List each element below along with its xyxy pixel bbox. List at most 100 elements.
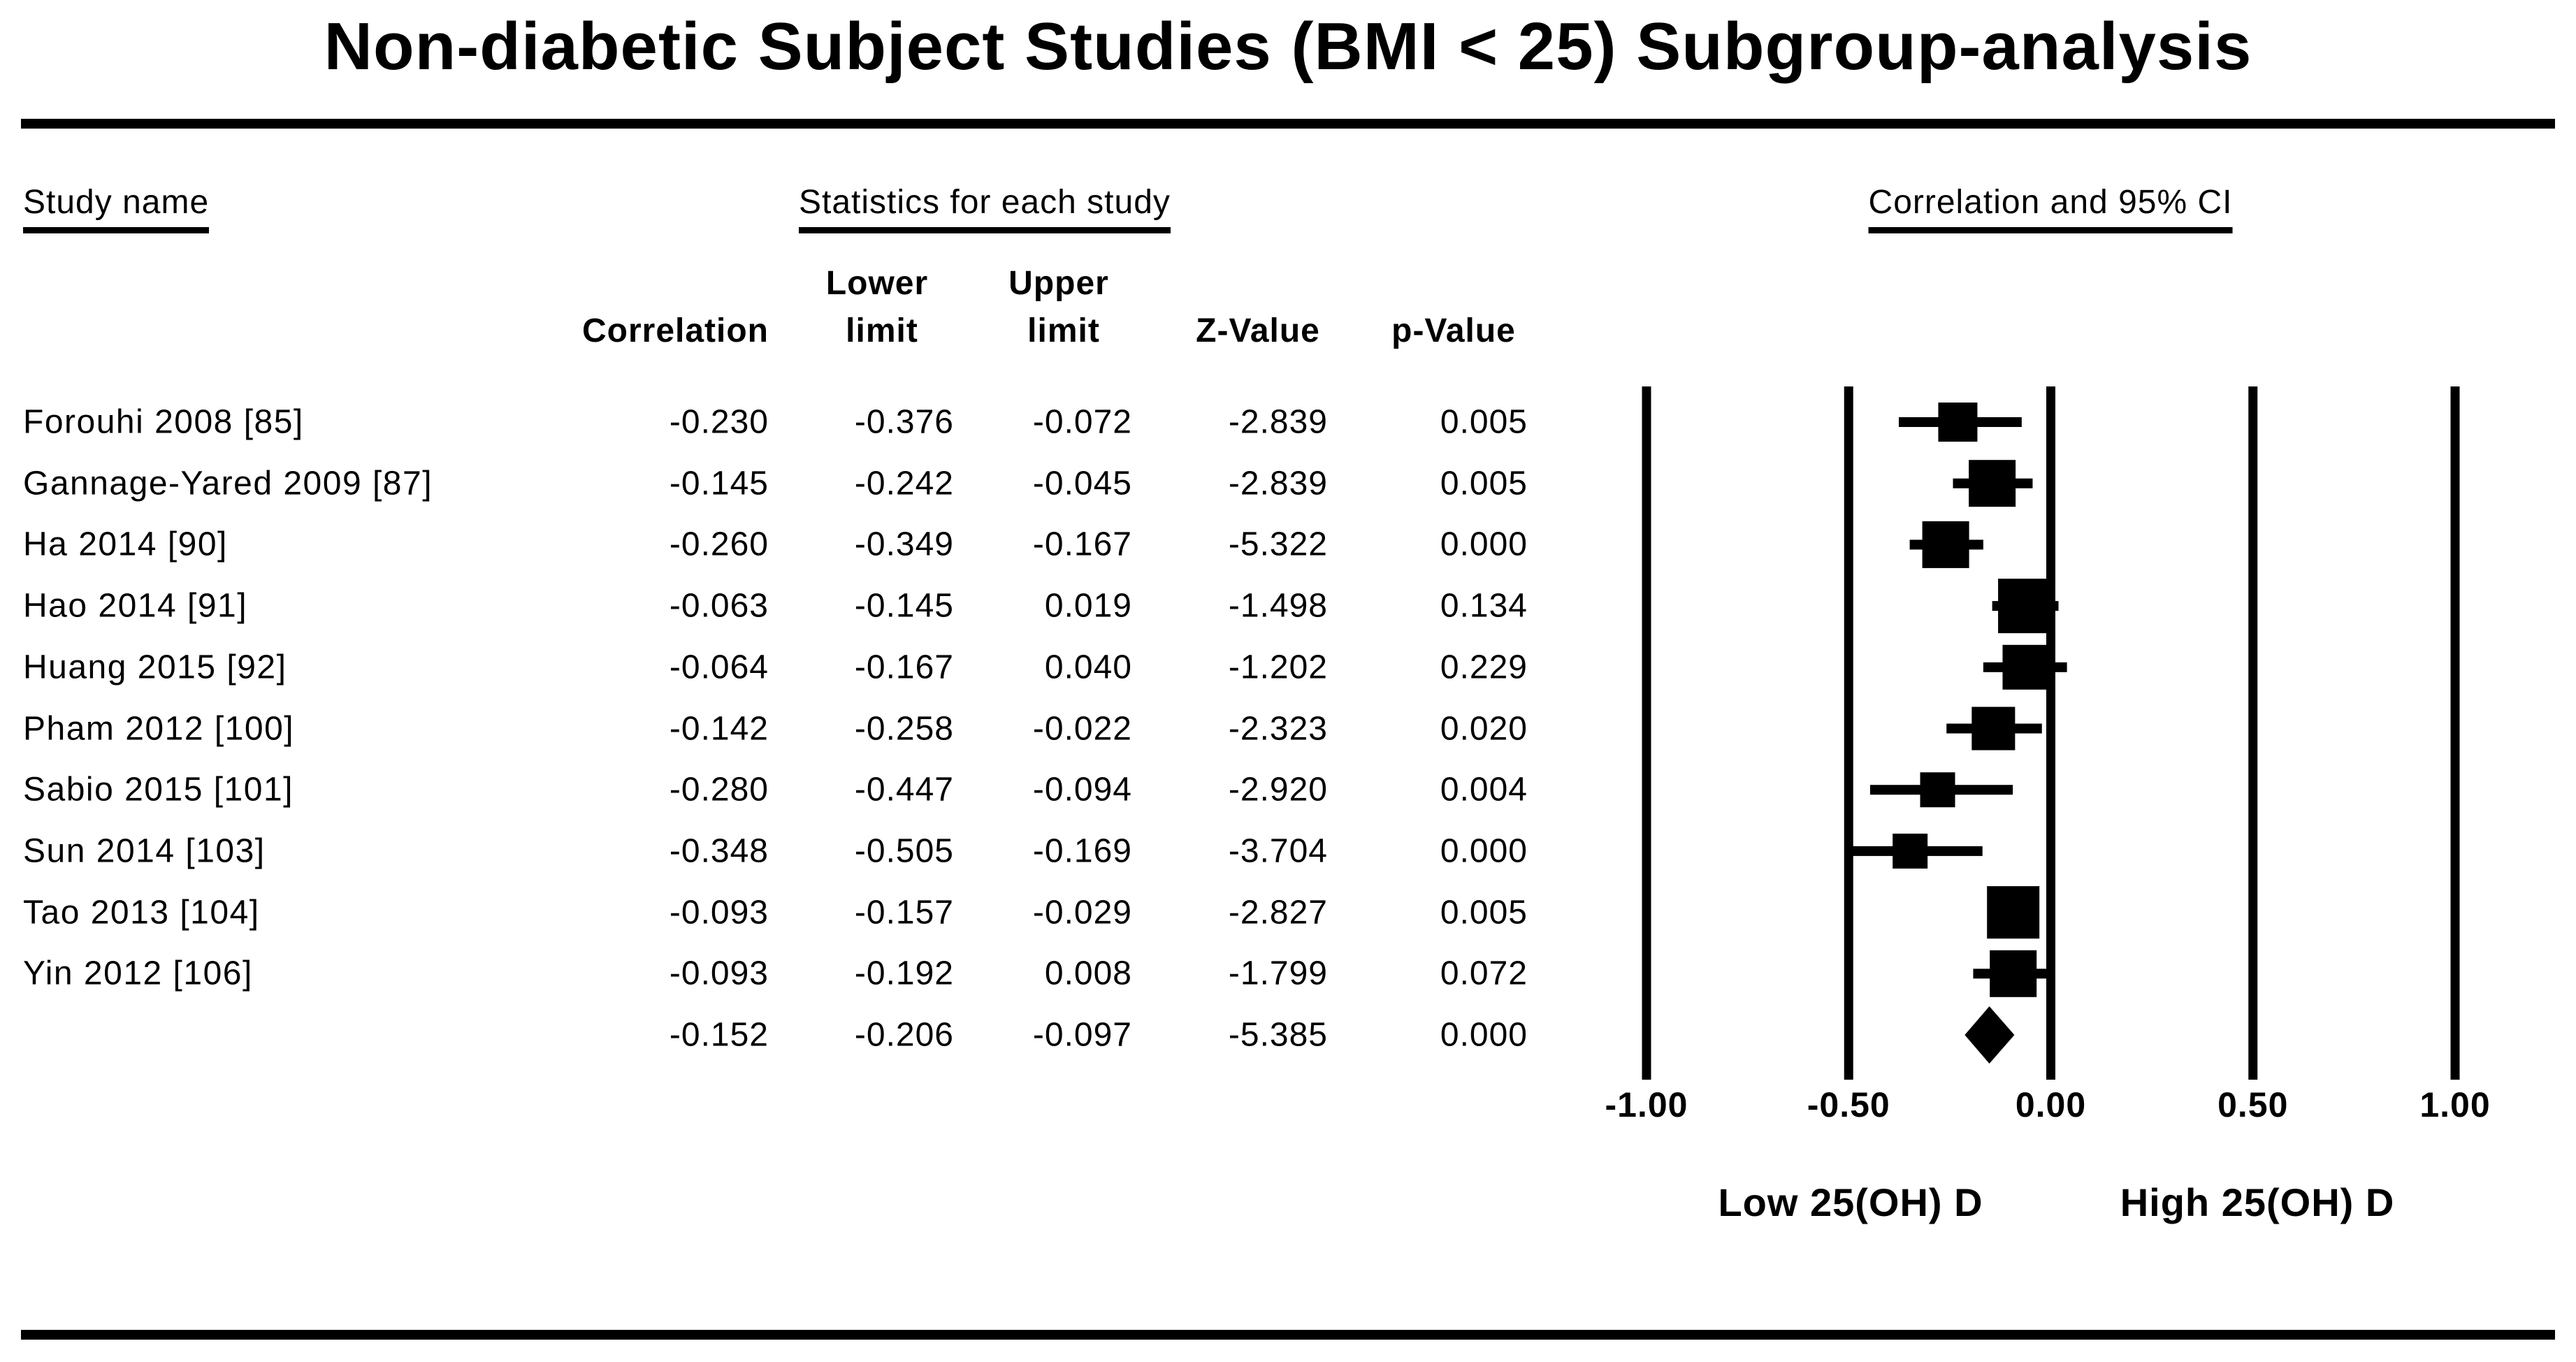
x-axis-tick-label: -0.50: [1807, 1085, 1890, 1124]
study-weight-square: [1920, 772, 1955, 808]
study-weight-square: [1969, 460, 2016, 507]
p-value-cell: 0.005: [1440, 894, 1528, 932]
lower-limit-cell: -0.206: [854, 1016, 954, 1054]
z-value-cell: -1.799: [1228, 955, 1328, 992]
table-row: Tao 2013 [104] -0.093 -0.157 -0.029 -2.827 0.…: [0, 882, 1579, 943]
lower-limit-header-line2: limit: [846, 312, 918, 349]
z-value-cell: -1.498: [1228, 587, 1328, 625]
lower-limit-cell: -0.192: [854, 955, 954, 992]
upper-limit-cell: 0.008: [1044, 955, 1132, 992]
z-value-column-header: Z-Value: [1196, 312, 1320, 349]
correlation-cell: -0.280: [669, 771, 769, 809]
upper-limit-cell: -0.094: [1032, 771, 1132, 809]
p-value-cell: 0.000: [1440, 526, 1528, 563]
table-row: Sun 2014 [103] -0.348 -0.505 -0.169 -3.704 0.…: [0, 820, 1579, 882]
study-name: Ha 2014 [90]: [23, 526, 228, 563]
correlation-cell: -0.230: [669, 403, 769, 441]
study-weight-square: [1893, 833, 1928, 869]
table-row: Ha 2014 [90] -0.260 -0.349 -0.167 -5.322 0.00…: [0, 514, 1579, 575]
upper-limit-header-line2: limit: [1027, 312, 1100, 349]
p-value-cell: 0.005: [1440, 403, 1528, 441]
low-direction-label: Low 25(OH) D: [1718, 1180, 1983, 1224]
lower-limit-cell: -0.349: [854, 526, 954, 563]
study-weight-square: [1990, 950, 2037, 997]
study-name: Hao 2014 [91]: [23, 587, 248, 625]
p-value-column-header: p-Value: [1391, 312, 1516, 349]
correlation-cell: -0.142: [669, 710, 769, 747]
table-row: Forouhi 2008 [85] -0.230 -0.376 -0.072 -2.83…: [0, 391, 1579, 453]
upper-limit-cell: -0.072: [1032, 403, 1132, 441]
bottom-rule: [21, 1330, 2555, 1340]
p-value-cell: 0.072: [1440, 955, 1528, 992]
statistics-header-text: Statistics for each study: [799, 183, 1171, 233]
study-name: Sun 2014 [103]: [23, 832, 266, 870]
lower-limit-cell: -0.242: [854, 465, 954, 502]
z-value-cell: -2.839: [1228, 403, 1328, 441]
z-value-cell: -2.920: [1228, 771, 1328, 809]
upper-limit-cell: -0.167: [1032, 526, 1132, 563]
upper-limit-cell: 0.019: [1044, 587, 1132, 625]
zero-reference-line: [2046, 386, 2055, 1080]
figure-title: Non-diabetic Subject Studies (BMI < 25) …: [324, 9, 2252, 84]
correlation-cell: -0.064: [669, 649, 769, 686]
z-value-cell: -2.323: [1228, 710, 1328, 747]
ci-header-text: Correlation and 95% CI: [1868, 183, 2233, 233]
study-name: Huang 2015 [92]: [23, 649, 287, 686]
x-axis-tick-label: 0.50: [2217, 1085, 2289, 1124]
correlation-cell: -0.152: [669, 1016, 769, 1054]
table-row: Sabio 2015 [101] -0.280 -0.447 -0.094 -2.920…: [0, 759, 1579, 820]
lower-limit-cell: -0.447: [854, 771, 954, 809]
z-value-cell: -2.839: [1228, 465, 1328, 502]
lower-limit-cell: -0.157: [854, 894, 954, 932]
lower-limit-header-line1: Lower: [825, 265, 929, 302]
pooled-diamond: [1964, 1006, 2015, 1064]
study-weight-square: [2002, 644, 2048, 690]
correlation-cell: -0.093: [669, 955, 769, 992]
z-value-cell: -5.385: [1228, 1016, 1328, 1054]
x-axis-tick-label: 0.00: [2015, 1085, 2087, 1124]
z-value-cell: -2.827: [1228, 894, 1328, 932]
study-weight-square: [1922, 521, 1969, 568]
correlation-column-header: Correlation: [581, 312, 769, 349]
upper-limit-cell: -0.022: [1032, 710, 1132, 747]
p-value-cell: 0.134: [1440, 587, 1528, 625]
upper-limit-cell: -0.045: [1032, 465, 1132, 502]
correlation-cell: -0.260: [669, 526, 769, 563]
correlation-cell: -0.348: [669, 832, 769, 870]
upper-limit-cell: -0.029: [1032, 894, 1132, 932]
ci-header: Correlation and 95% CI: [1868, 183, 2233, 233]
top-rule: [21, 119, 2555, 129]
lower-limit-cell: -0.167: [854, 649, 954, 686]
table-row: Pham 2012 [100] -0.142 -0.258 -0.022 -2.323 0…: [0, 698, 1579, 760]
table-row: Yin 2012 [106] -0.093 -0.192 0.008 -1.799 0.0…: [0, 943, 1579, 1004]
study-name-header-text: Study name: [23, 183, 210, 233]
study-weight-square: [1938, 403, 1978, 442]
study-name: Pham 2012 [100]: [23, 710, 295, 747]
correlation-cell: -0.093: [669, 894, 769, 932]
lower-limit-cell: -0.258: [854, 710, 954, 747]
z-value-cell: -3.704: [1228, 832, 1328, 870]
high-direction-label: High 25(OH) D: [2120, 1180, 2395, 1224]
p-value-cell: 0.000: [1440, 832, 1528, 870]
upper-limit-cell: -0.169: [1032, 832, 1132, 870]
correlation-cell: -0.063: [669, 587, 769, 625]
study-name: Yin 2012 [106]: [23, 955, 253, 992]
lower-limit-cell: -0.145: [854, 587, 954, 625]
pooled-row: -0.152 -0.206 -0.097 -5.385 0.000: [0, 1004, 1579, 1066]
table-row: Huang 2015 [92] -0.064 -0.167 0.040 -1.202 0.…: [0, 637, 1579, 698]
x-axis-tick-label: -1.00: [1605, 1085, 1688, 1124]
upper-limit-cell: -0.097: [1032, 1016, 1132, 1054]
grid-line: [2450, 386, 2460, 1080]
study-weight-square: [1998, 579, 2053, 634]
z-value-cell: -1.202: [1228, 649, 1328, 686]
grid-line: [1642, 386, 1651, 1080]
table-row: Gannage-Yared 2009 [87] -0.145 -0.242 -0.04…: [0, 453, 1579, 514]
correlation-cell: -0.145: [669, 465, 769, 502]
z-value-cell: -5.322: [1228, 526, 1328, 563]
lower-limit-cell: -0.376: [854, 403, 954, 441]
study-weight-square: [1971, 707, 2016, 751]
p-value-cell: 0.004: [1440, 771, 1528, 809]
upper-limit-cell: 0.040: [1044, 649, 1132, 686]
